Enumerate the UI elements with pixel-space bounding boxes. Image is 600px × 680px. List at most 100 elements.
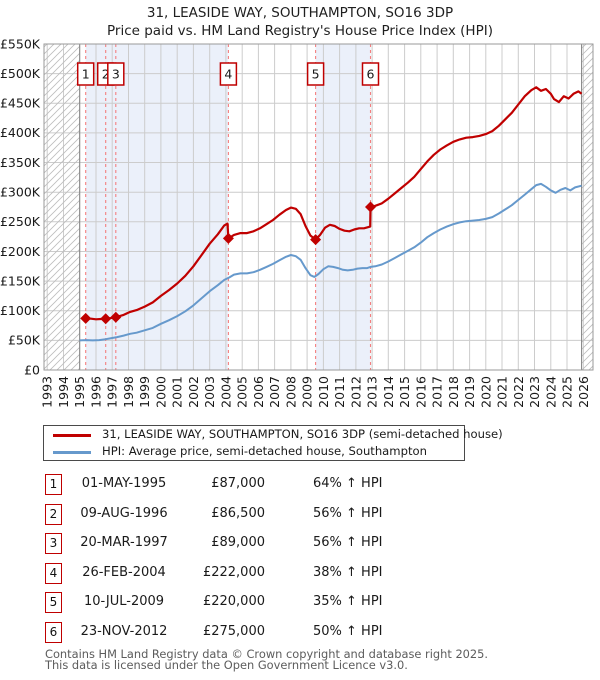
transaction-price: £89,000	[211, 535, 265, 550]
hpi-line	[79, 182, 582, 342]
table-row: 2 09-AUG-1996 £86,500 56% ↑ HPI	[0, 503, 600, 533]
x-axis-tick-label: 2011	[332, 376, 347, 408]
plot-border	[43, 43, 594, 371]
table-row: 4 26-FEB-2004 £222,000 38% ↑ HPI	[0, 562, 600, 592]
table-row: 6 23-NOV-2012 £275,000 50% ↑ HPI	[0, 621, 600, 651]
price-line-swatch	[53, 434, 91, 437]
transaction-hpi-delta: 35% ↑ HPI	[313, 594, 383, 609]
transaction-date: 20-MAR-1997	[80, 535, 168, 550]
x-axis-tick-label: 2021	[495, 376, 510, 408]
x-axis-tick-label: 2022	[511, 376, 526, 408]
x-axis-tick-label: 2004	[218, 376, 233, 408]
transaction-number-box	[107, 62, 125, 86]
x-axis-tick-label: 1997	[105, 376, 120, 408]
transaction-price: £87,000	[211, 476, 265, 491]
ownership-period-band	[85, 44, 229, 370]
y-axis-tick-label: £300K	[0, 185, 41, 200]
transaction-point-marker	[110, 311, 122, 323]
transaction-hpi-delta: 64% ↑ HPI	[313, 476, 383, 491]
x-axis-tick-label: 2026	[576, 376, 591, 408]
transaction-number-box	[361, 62, 380, 86]
transaction-point-marker	[365, 201, 376, 213]
transaction-point-marker	[310, 234, 322, 246]
transaction-number-label: 5	[312, 67, 320, 82]
page-title: 31, LEASIDE WAY, SOUTHAMPTON, SO16 3DP	[146, 5, 454, 21]
transaction-point-marker	[80, 312, 92, 324]
price-chart: 1 2 3 4 5 6 £0 £50K £100K £150K £200K £250K £300K £35…	[0, 36, 594, 408]
transaction-price: £275,000	[202, 623, 265, 639]
x-axis-tick-label: 2003	[202, 376, 217, 408]
no-data-hatch	[44, 44, 80, 370]
x-axis-tick-label: 2000	[153, 376, 168, 408]
transaction-number-label: 4	[224, 67, 232, 82]
x-axis-tick-label: 1999	[137, 376, 152, 408]
transaction-number-label: 1	[82, 67, 90, 82]
y-axis-tick-label: £200K	[0, 244, 41, 259]
y-axis-tick-label: £500K	[0, 66, 41, 81]
chart-legend: 31, LEASIDE WAY, SOUTHAMPTON, SO16 3DP (…	[43, 425, 503, 461]
footer-line-1: Contains HM Land Registry data © Crown c…	[45, 647, 489, 661]
transaction-number-badge: 2	[45, 503, 62, 525]
y-axis-tick-label: £50K	[8, 333, 41, 348]
transaction-date: 23-NOV-2012	[80, 623, 168, 639]
x-axis-tick-label: 2015	[397, 376, 412, 408]
y-axis-tick-label: £400K	[0, 125, 41, 140]
transaction-number-box	[76, 62, 95, 86]
x-axis-tick-label: 2020	[478, 376, 493, 408]
x-axis-tick-label: 2016	[413, 376, 428, 408]
x-axis-tick-label: 2017	[430, 376, 445, 408]
transaction-number-label: 6	[367, 67, 375, 82]
x-axis-tick-label: 2024	[543, 376, 558, 408]
transaction-number-badge: 4	[45, 562, 62, 584]
hpi-line-swatch	[53, 451, 91, 454]
x-axis-tick-label: 1995	[72, 376, 87, 408]
x-axis-tick-label: 2010	[316, 376, 331, 408]
no-data-hatch	[581, 44, 593, 370]
y-axis-tick-label: £550K	[0, 36, 41, 51]
transaction-point-marker	[222, 232, 234, 244]
transaction-number-badge: 1	[45, 474, 62, 495]
x-axis-tick-label: 1998	[121, 376, 136, 408]
x-axis-tick-label: 2007	[267, 376, 282, 408]
transaction-hpi-delta: 50% ↑ HPI	[313, 623, 383, 639]
legend-row-hpi: HPI: Average price, semi-detached house,…	[44, 443, 464, 460]
x-axis-tick-label: 1996	[89, 376, 104, 408]
y-axis-tick-label: £100K	[0, 303, 41, 318]
transaction-number-badge: 3	[45, 533, 62, 554]
table-row: 5 10-JUL-2009 £220,000 35% ↑ HPI	[0, 591, 600, 621]
transaction-point-marker	[100, 313, 112, 325]
x-axis-tick-label: 2025	[560, 376, 575, 408]
ownership-period-band	[315, 44, 371, 370]
x-axis-tick-label: 2001	[170, 376, 185, 408]
transaction-hpi-delta: 38% ↑ HPI	[313, 564, 383, 580]
legend-row-price: 31, LEASIDE WAY, SOUTHAMPTON, SO16 3DP (…	[44, 426, 503, 443]
transaction-hpi-delta: 56% ↑ HPI	[313, 505, 383, 521]
transaction-price: £220,000	[202, 594, 265, 609]
x-axis-tick-label: 2002	[186, 376, 201, 408]
footer-line-2: This data is licensed under the Open Gov…	[45, 658, 408, 672]
transaction-price: £222,000	[202, 564, 265, 580]
transaction-date: 01-MAY-1995	[81, 476, 167, 491]
x-axis-tick-label: 2018	[446, 376, 461, 408]
transaction-number-box	[306, 62, 325, 86]
price-line	[85, 86, 583, 321]
y-axis-tick-label: £0	[24, 362, 40, 377]
y-axis-tick-label: £250K	[0, 214, 41, 229]
page-subtitle: Price paid vs. HM Land Registry's House …	[107, 23, 493, 39]
transaction-table: 1 01-MAY-1995 £87,000 64% ↑ HPI 2 09-AUG…	[0, 473, 600, 650]
transaction-price: £86,500	[211, 505, 265, 521]
x-axis-tick-label: 1994	[56, 376, 71, 408]
y-axis-tick-label: £150K	[0, 273, 41, 288]
transaction-number-label: 3	[112, 67, 120, 82]
transaction-number-badge: 5	[45, 592, 62, 613]
license-footer: Contains HM Land Registry data © Crown c…	[45, 647, 489, 672]
y-axis-tick-label: £350K	[0, 155, 41, 170]
transaction-number-badge: 6	[45, 621, 62, 643]
legend-label-price: 31, LEASIDE WAY, SOUTHAMPTON, SO16 3DP (…	[102, 427, 503, 441]
table-row: 1 01-MAY-1995 £87,000 64% ↑ HPI	[0, 473, 600, 503]
transaction-date: 26-FEB-2004	[82, 564, 166, 580]
x-axis-tick-label: 2019	[462, 376, 477, 408]
x-axis-tick-label: 2014	[381, 376, 396, 408]
x-axis-tick-label: 2008	[283, 376, 298, 408]
